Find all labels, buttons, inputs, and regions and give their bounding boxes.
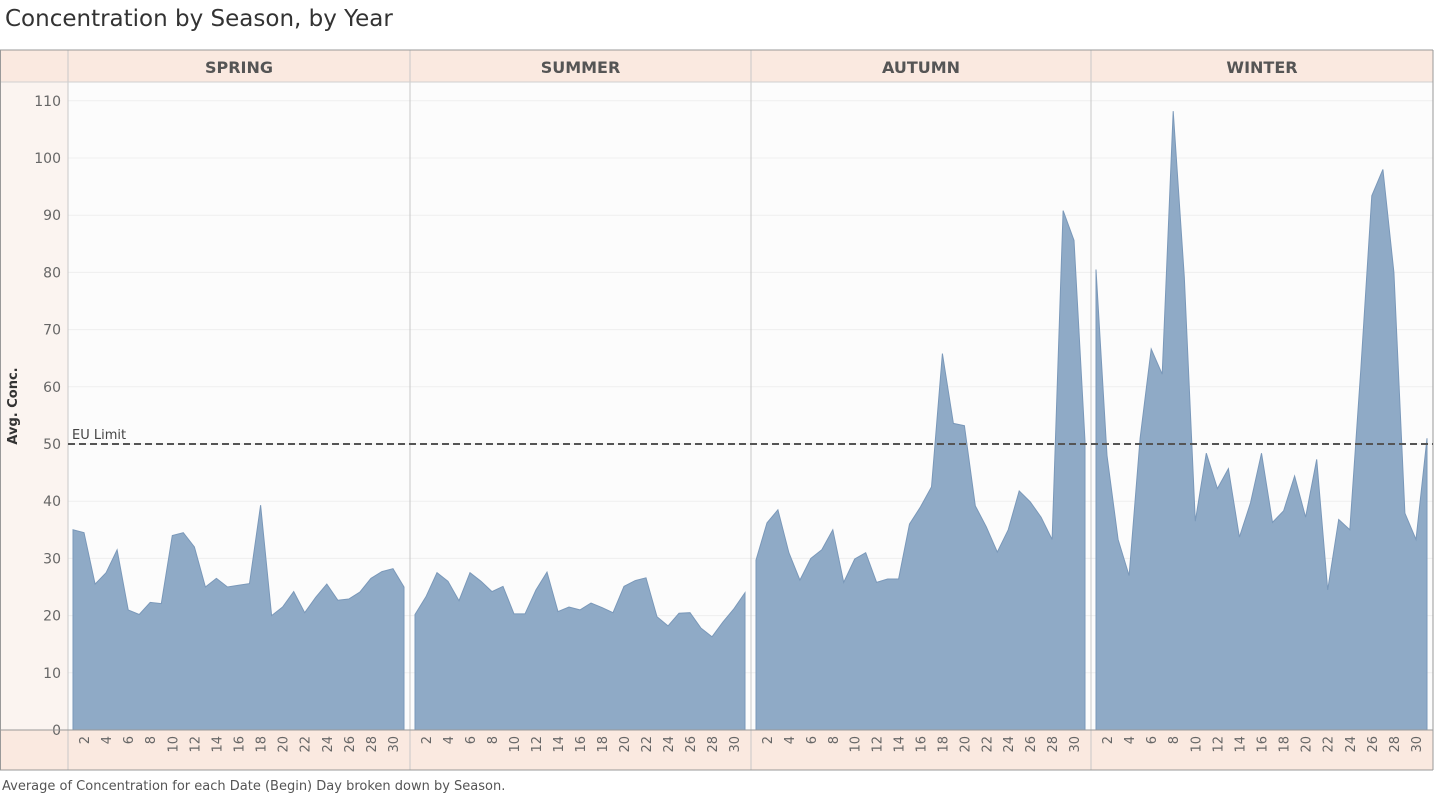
x-tick-label: 10 <box>508 736 523 753</box>
x-tick-label: 14 <box>893 736 908 753</box>
x-tick-label: 26 <box>684 736 699 753</box>
x-tick-label: 2 <box>1101 736 1116 744</box>
x-tick-label: 6 <box>464 736 479 744</box>
y-axis-band <box>0 82 68 730</box>
x-tick-label: 30 <box>387 736 402 753</box>
x-tick-label: 16 <box>574 736 589 753</box>
x-tick-label: 14 <box>552 736 567 753</box>
panel-header-autumn: AUTUMN <box>882 58 960 77</box>
x-tick-label: 20 <box>1300 736 1315 753</box>
x-tick-label: 4 <box>1123 736 1138 744</box>
x-tick-label: 28 <box>365 736 380 753</box>
panel-header-summer: SUMMER <box>541 58 621 77</box>
x-tick-label: 20 <box>277 736 292 753</box>
x-tick-label: 30 <box>1410 736 1425 753</box>
y-tick-label: 10 <box>43 666 61 682</box>
x-tick-label: 28 <box>1388 736 1403 753</box>
chart-title: Concentration by Season, by Year <box>5 6 393 32</box>
area-series-winter <box>1095 111 1428 731</box>
x-tick-label: 16 <box>1256 736 1271 753</box>
x-tick-label: 22 <box>980 736 995 753</box>
x-tick-label: 24 <box>662 736 677 753</box>
y-tick-label: 20 <box>43 609 61 625</box>
x-tick-label: 28 <box>1046 736 1061 753</box>
x-tick-label: 8 <box>144 736 159 744</box>
x-tick-label: 2 <box>78 736 93 744</box>
x-tick-label: 26 <box>1366 736 1381 753</box>
x-tick-label: 8 <box>486 736 501 744</box>
x-tick-label: 14 <box>210 736 225 753</box>
x-tick-label: 24 <box>1344 736 1359 753</box>
x-tick-label: 4 <box>442 736 457 744</box>
y-tick-label: 0 <box>52 723 61 739</box>
x-tick-label: 20 <box>958 736 973 753</box>
x-tick-label: 14 <box>1233 736 1248 753</box>
x-tick-label: 18 <box>596 736 611 753</box>
reference-line-label: EU Limit <box>72 428 126 443</box>
x-tick-label: 10 <box>1189 736 1204 753</box>
x-tick-label: 26 <box>1024 736 1039 753</box>
x-tick-label: 20 <box>618 736 633 753</box>
x-tick-label: 30 <box>728 736 743 753</box>
x-tick-label: 6 <box>1145 736 1160 744</box>
chart-caption: Average of Concentration for each Date (… <box>2 779 506 794</box>
x-tick-label: 8 <box>827 736 842 744</box>
x-tick-label: 6 <box>122 736 137 744</box>
x-tick-label: 24 <box>321 736 336 753</box>
x-tick-label: 24 <box>1002 736 1017 753</box>
x-tick-label: 12 <box>188 736 203 753</box>
x-tick-label: 18 <box>936 736 951 753</box>
y-tick-label: 60 <box>43 380 61 396</box>
y-tick-label: 50 <box>43 437 61 453</box>
x-tick-label: 18 <box>255 736 270 753</box>
x-tick-label: 30 <box>1068 736 1083 753</box>
x-tick-label: 6 <box>805 736 820 744</box>
x-tick-label: 10 <box>849 736 864 753</box>
x-tick-label: 2 <box>420 736 435 744</box>
y-axis-label: Avg. Conc. <box>6 367 21 444</box>
x-tick-label: 12 <box>871 736 886 753</box>
x-tick-label: 12 <box>530 736 545 753</box>
area-series-spring <box>72 505 405 731</box>
x-axis-band <box>0 730 1433 770</box>
x-tick-label: 4 <box>100 736 115 744</box>
y-tick-label: 80 <box>43 265 61 281</box>
x-tick-label: 26 <box>343 736 358 753</box>
x-tick-label: 22 <box>1322 736 1337 753</box>
x-tick-label: 22 <box>640 736 655 753</box>
x-tick-label: 18 <box>1278 736 1293 753</box>
y-tick-label: 30 <box>43 551 61 567</box>
x-tick-label: 4 <box>783 736 798 744</box>
x-tick-label: 16 <box>233 736 248 753</box>
area-series-summer <box>414 570 746 731</box>
x-tick-label: 12 <box>1211 736 1226 753</box>
y-tick-label: 40 <box>43 494 61 510</box>
x-tick-label: 28 <box>706 736 721 753</box>
y-tick-label: 100 <box>34 151 61 167</box>
area-series-autumn <box>755 210 1086 731</box>
x-tick-label: 16 <box>915 736 930 753</box>
x-tick-label: 8 <box>1167 736 1182 744</box>
y-tick-label: 70 <box>43 323 61 339</box>
x-tick-label: 22 <box>299 736 314 753</box>
x-tick-label: 10 <box>166 736 181 753</box>
panel-header-band <box>0 50 1433 82</box>
panel-header-spring: SPRING <box>205 58 273 77</box>
x-tick-label: 2 <box>761 736 776 744</box>
y-tick-label: 90 <box>43 208 61 224</box>
y-tick-label: 110 <box>34 94 61 110</box>
panel-header-winter: WINTER <box>1226 58 1297 77</box>
